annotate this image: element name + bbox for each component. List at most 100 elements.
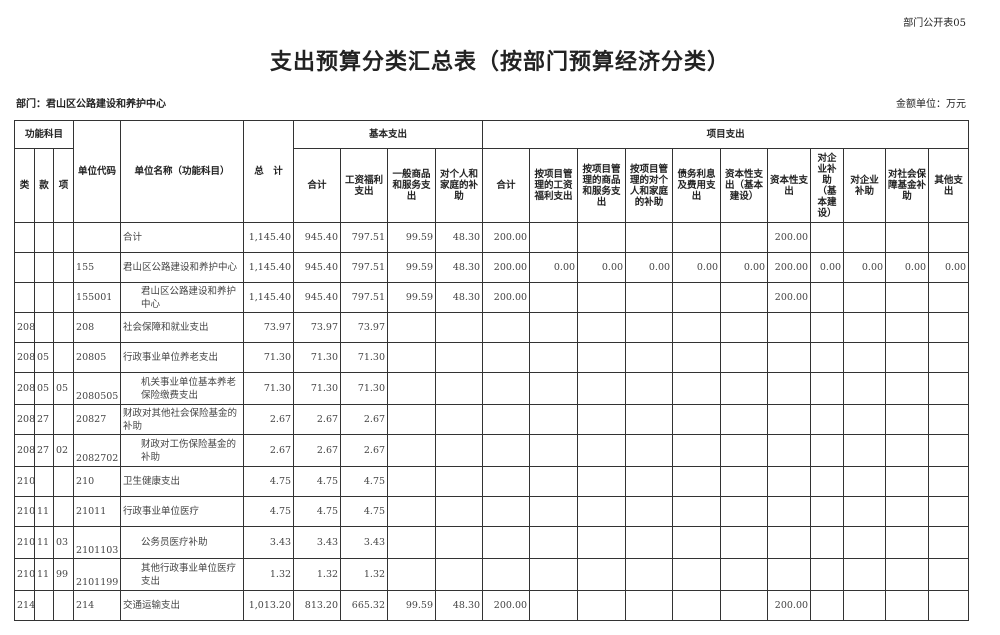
amount-cell (843, 342, 887, 373)
amount-cell (843, 282, 887, 313)
func-code-cell (14, 252, 35, 283)
amount-cell (843, 404, 887, 435)
amount-cell (843, 434, 887, 467)
amount-cell (885, 466, 930, 497)
amount-cell (482, 312, 531, 343)
amount-cell (720, 434, 769, 467)
amount-cell (843, 590, 887, 621)
amount-cell (720, 590, 769, 621)
amount-cell (387, 526, 437, 559)
amount-cell (435, 372, 484, 405)
amount-cell: 48.30 (435, 222, 484, 253)
amount-cell (928, 590, 970, 621)
amount-cell (577, 466, 627, 497)
amount-cell (885, 312, 930, 343)
amount-cell (435, 312, 484, 343)
amount-cell: 2.67 (293, 434, 342, 467)
amount-cell: 99.59 (387, 222, 437, 253)
amount-cell: 71.30 (293, 342, 342, 373)
header-unit-code: 单位代码 (73, 120, 122, 223)
unit-code-cell: 2101103 (73, 526, 122, 559)
amount-cell (767, 558, 812, 591)
header-basic-col: 工资福利支出 (340, 148, 389, 223)
amount-cell (577, 434, 627, 467)
amount-cell (387, 496, 437, 527)
unit-code-cell: 2101199 (73, 558, 122, 591)
amount-cell (625, 496, 674, 527)
amount-cell: 2.67 (293, 404, 342, 435)
amount-cell (843, 558, 887, 591)
amount-cell (625, 526, 674, 559)
func-code-cell (52, 222, 75, 253)
func-code-cell: 210 (14, 558, 35, 591)
amount-cell (529, 558, 579, 591)
amount-cell (672, 590, 722, 621)
amount-cell (529, 372, 579, 405)
func-code-cell: 208 (14, 434, 35, 467)
header-func-subject: 功能科目 (13, 120, 75, 149)
amount-cell: 99.59 (387, 590, 437, 621)
header-project-col: 资本性支出（基本建设） (720, 148, 769, 223)
amount-cell (529, 526, 579, 559)
amount-cell (885, 372, 930, 405)
amount-cell (843, 312, 887, 343)
amount-cell (928, 312, 970, 343)
amount-cell (482, 372, 531, 405)
amount-cell (767, 342, 812, 373)
amount-cell (885, 434, 930, 467)
amount-cell (928, 496, 970, 527)
unit-code-cell: 20805 (73, 342, 122, 373)
table-row: 208 05 20805 行政事业单位养老支出 71.30 71.30 71.30 (14, 342, 970, 373)
func-code-cell: 03 (52, 526, 75, 559)
header-project-col: 按项目管理的商品和服务支出 (577, 148, 627, 223)
header-project-col: 按项目管理的工资福利支出 (529, 148, 579, 223)
unit-code-cell: 2080505 (73, 372, 122, 405)
func-code-cell (14, 222, 35, 253)
amount-cell (625, 282, 674, 313)
amount-cell (529, 466, 579, 497)
amount-cell: 0.00 (577, 252, 627, 283)
unit-name-cell: 财政对工伤保险基金的补助 (120, 434, 245, 467)
amount-cell (387, 558, 437, 591)
amount-cell: 665.32 (340, 590, 389, 621)
department-label: 部门：君山区公路建设和养护中心 (16, 99, 166, 110)
amount-cell (843, 526, 887, 559)
amount-cell (720, 372, 769, 405)
amount-cell: 1,013.20 (243, 590, 295, 621)
amount-cell (577, 526, 627, 559)
amount-cell (577, 558, 627, 591)
amount-cell (720, 404, 769, 435)
table-row: 214 214 交通运输支出 1,013.20 813.20 665.32 99.59 48.… (14, 590, 970, 621)
amount-cell (435, 466, 484, 497)
func-code-cell (52, 404, 75, 435)
unit-code-cell: 208 (73, 312, 122, 343)
amount-cell (387, 312, 437, 343)
table-row: 210 11 21011 行政事业单位医疗 4.75 4.75 4.75 (14, 496, 970, 527)
func-code-cell: 11 (34, 496, 54, 527)
func-code-cell: 27 (34, 404, 54, 435)
amount-cell (482, 434, 531, 467)
func-code-cell (34, 252, 54, 283)
func-code-cell: 05 (52, 372, 75, 405)
amount-cell (928, 372, 970, 405)
table-row: 210 11 03 2101103 公务员医疗补助 3.43 3.43 3.43 (14, 526, 970, 559)
func-code-cell (52, 252, 75, 283)
amount-cell (387, 404, 437, 435)
header-project-col: 其他支出 (928, 148, 970, 223)
amount-cell (672, 312, 722, 343)
amount-cell: 0.00 (885, 252, 930, 283)
func-code-cell (52, 496, 75, 527)
amount-cell (810, 434, 845, 467)
amount-cell (720, 466, 769, 497)
amount-cell (885, 342, 930, 373)
func-code-cell: 05 (34, 372, 54, 405)
unit-code-cell: 210 (73, 466, 122, 497)
amount-cell (387, 434, 437, 467)
amount-cell: 1,145.40 (243, 252, 295, 283)
amount-cell: 3.43 (243, 526, 295, 559)
amount-cell (720, 342, 769, 373)
amount-cell (435, 526, 484, 559)
amount-cell: 1.32 (340, 558, 389, 591)
func-code-cell (52, 312, 75, 343)
amount-cell (672, 342, 722, 373)
